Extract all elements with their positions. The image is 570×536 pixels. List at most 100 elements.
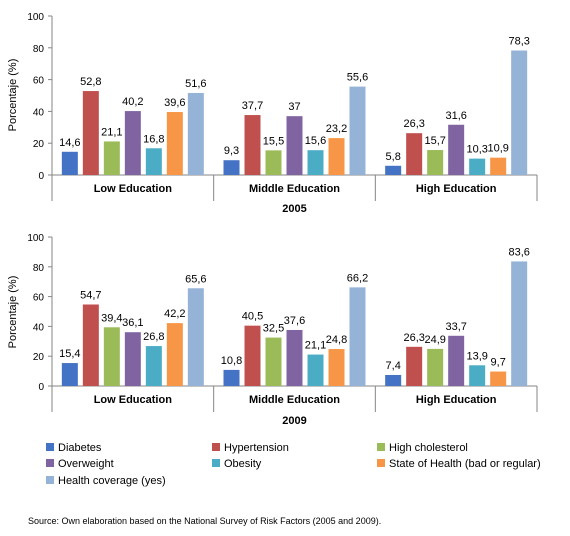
data-label: 10,8 — [221, 355, 242, 367]
data-label: 51,6 — [185, 78, 206, 90]
panel-title: 2005 — [282, 203, 306, 215]
bar-diabetes — [385, 374, 402, 386]
data-label: 26,3 — [403, 118, 424, 130]
data-label: 26,3 — [403, 332, 424, 344]
data-label: 7,4 — [386, 360, 401, 372]
bar-obesity — [469, 158, 486, 175]
y-tick-label: 40 — [33, 322, 45, 333]
data-label: 55,6 — [347, 72, 368, 84]
bar-high-cholesterol — [265, 150, 282, 175]
category-label: Middle Education — [249, 394, 340, 406]
bar-health-coverage-yes- — [511, 50, 528, 175]
bar-hypertension — [244, 115, 261, 175]
legend-label: Obesity — [224, 458, 262, 470]
legend-swatch — [46, 459, 54, 467]
y-tick-label: 80 — [33, 263, 45, 274]
data-label: 37,7 — [242, 100, 263, 112]
legend-label: Diabetes — [58, 442, 102, 454]
bar-health-coverage-yes- — [349, 86, 366, 175]
data-label: 10,9 — [487, 143, 508, 155]
data-label: 31,6 — [445, 110, 466, 122]
bar-obesity — [307, 354, 324, 386]
data-label: 13,9 — [466, 350, 487, 362]
bar-diabetes — [223, 369, 240, 386]
legend-swatch — [212, 459, 220, 467]
data-label: 16,8 — [143, 133, 164, 145]
data-label: 14,6 — [59, 137, 80, 149]
legend-label: Overweight — [58, 458, 114, 470]
y-tick-label: 100 — [27, 233, 44, 244]
data-label: 9,7 — [491, 357, 506, 369]
source-note: Source: Own elaboration based on the Nat… — [28, 516, 381, 526]
data-label: 40,2 — [122, 96, 143, 108]
bar-obesity — [145, 148, 162, 175]
chart-panel-2005: 0 20 40 60 80 100 Porcentaje (%) 14,6 52,8 21,1 40… — [7, 12, 538, 215]
data-label: 15,4 — [59, 348, 80, 360]
bar-overweight — [448, 124, 465, 175]
y-tick-label: 20 — [33, 352, 45, 363]
legend-swatch — [46, 476, 54, 484]
legend-label: Hypertension — [224, 442, 289, 454]
data-label: 39,4 — [101, 312, 122, 324]
legend-label: High cholesterol — [389, 442, 468, 454]
data-label: 40,5 — [242, 311, 263, 323]
bar-state-of-health-bad-or-regular- — [166, 323, 183, 386]
data-label: 32,5 — [263, 323, 284, 335]
y-axis-label: Porcentaje (%) — [7, 276, 19, 349]
chart-panels: 0 20 40 60 80 100 Porcentaje (%) 14,6 52,8 21,1 40… — [7, 12, 538, 427]
y-tick-label: 60 — [33, 76, 45, 87]
category-label: Low Education — [94, 394, 173, 406]
data-label: 33,7 — [445, 321, 466, 333]
legend-swatch — [377, 459, 385, 467]
category-label: High Education — [416, 183, 497, 195]
legend-label: State of Health (bad or regular) — [389, 458, 541, 470]
data-label: 65,6 — [185, 273, 206, 285]
data-label: 36,1 — [122, 317, 143, 329]
bar-diabetes — [61, 151, 78, 175]
data-label: 21,1 — [101, 126, 122, 138]
bar-high-cholesterol — [103, 141, 120, 175]
bar-overweight — [286, 329, 303, 386]
panel-title: 2009 — [282, 415, 306, 427]
data-label: 15,6 — [305, 135, 326, 147]
category-label: Middle Education — [249, 183, 340, 195]
bar-obesity — [145, 346, 162, 386]
data-label: 15,5 — [263, 135, 284, 147]
legend-swatch — [46, 443, 54, 451]
data-label: 83,6 — [508, 246, 529, 258]
bar-state-of-health-bad-or-regular- — [166, 112, 183, 175]
bar-overweight — [124, 332, 141, 386]
bar-health-coverage-yes- — [187, 288, 204, 386]
bar-high-cholesterol — [265, 337, 282, 386]
y-tick-label: 80 — [33, 44, 45, 55]
bar-high-cholesterol — [427, 348, 444, 386]
bar-hypertension — [406, 346, 423, 386]
bar-overweight — [286, 116, 303, 175]
y-tick-label: 60 — [33, 293, 45, 304]
bar-high-cholesterol — [103, 327, 120, 386]
y-tick-label: 40 — [33, 107, 45, 118]
bar-state-of-health-bad-or-regular- — [328, 349, 345, 386]
data-label: 23,2 — [326, 123, 347, 135]
data-label: 52,8 — [80, 76, 101, 88]
data-label: 39,6 — [164, 97, 185, 109]
data-label: 9,3 — [224, 145, 239, 157]
y-tick-label: 100 — [27, 12, 44, 23]
bar-health-coverage-yes- — [187, 92, 204, 175]
data-label: 5,8 — [386, 151, 401, 163]
bar-high-cholesterol — [427, 150, 444, 175]
bar-health-coverage-yes- — [349, 287, 366, 386]
data-label: 15,7 — [424, 135, 445, 147]
bar-hypertension — [244, 325, 261, 386]
y-tick-label: 0 — [38, 382, 44, 393]
bar-state-of-health-bad-or-regular- — [490, 371, 507, 386]
bar-obesity — [469, 365, 486, 386]
data-label: 54,7 — [80, 289, 101, 301]
legend: Diabetes Hypertension High cholesterol Over… — [46, 442, 541, 487]
data-label: 24,9 — [424, 334, 445, 346]
bar-hypertension — [82, 91, 99, 175]
legend-label: Health coverage (yes) — [58, 475, 166, 487]
y-tick-label: 20 — [33, 139, 45, 150]
legend-swatch — [377, 443, 385, 451]
